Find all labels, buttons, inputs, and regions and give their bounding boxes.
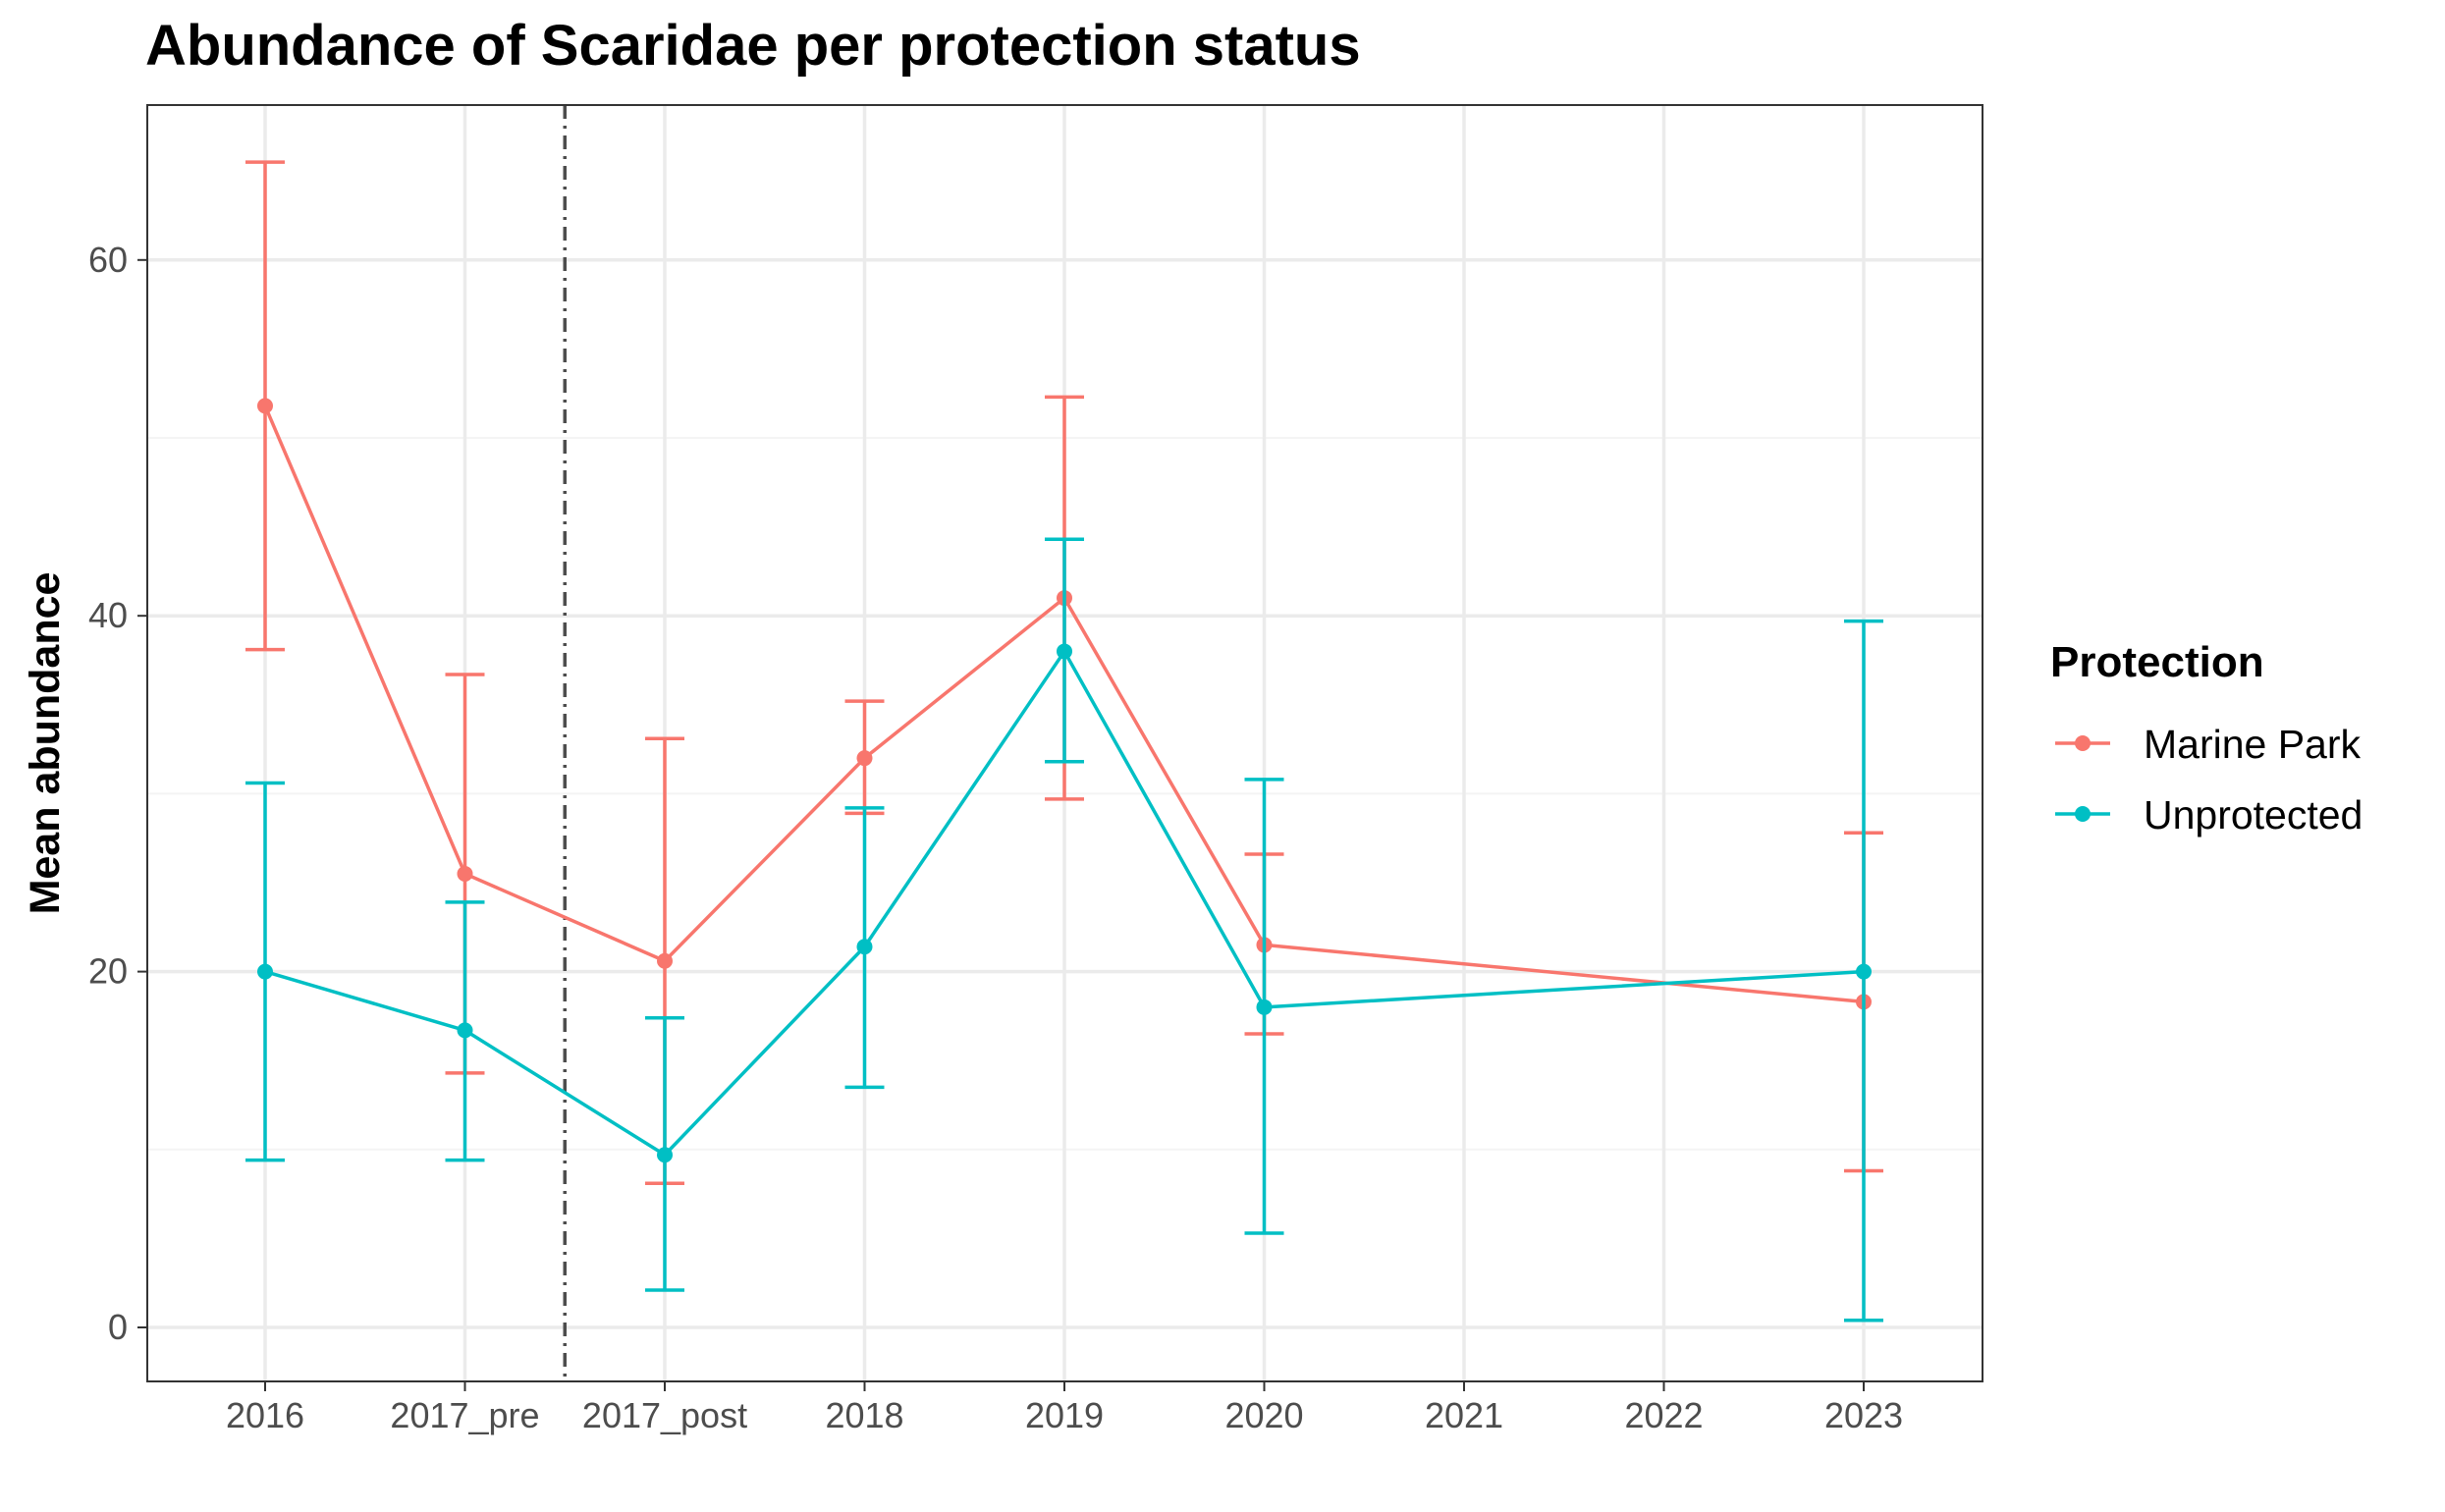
data-point <box>1856 963 1872 980</box>
x-tick-label: 2017_pre <box>390 1395 539 1435</box>
legend-key-point <box>2075 735 2091 751</box>
data-point <box>657 952 673 969</box>
y-tick-label: 0 <box>108 1307 128 1347</box>
data-point <box>856 750 873 767</box>
data-point <box>257 963 273 980</box>
y-tick-label: 60 <box>88 240 128 280</box>
y-tick-label: 40 <box>88 595 128 635</box>
data-point <box>1256 999 1273 1015</box>
legend-label: Unprotected <box>2144 792 2363 837</box>
x-tick-label: 2018 <box>825 1395 903 1435</box>
x-tick-label: 2017_post <box>582 1395 747 1435</box>
plot-panel <box>146 104 1983 1382</box>
legend-item: Marine Park <box>2055 722 2362 767</box>
x-axis: 2016 2017_pre 2017_post 2018 2019 2020 2021 202… <box>226 1381 1903 1435</box>
legend-item: Unprotected <box>2055 792 2363 837</box>
x-tick-label: 2019 <box>1025 1395 1104 1435</box>
data-point <box>1057 643 1072 660</box>
y-tick-label: 20 <box>88 951 128 992</box>
x-tick-label: 2016 <box>226 1395 304 1435</box>
x-tick-label: 2020 <box>1224 1395 1303 1435</box>
legend: Protection Marine Park Unprotected <box>2050 638 2363 837</box>
chart-title: Abundance of Scaridae per protection sta… <box>145 14 1361 78</box>
legend-key-point <box>2075 806 2091 822</box>
data-point <box>457 865 473 882</box>
x-tick-label: 2022 <box>1624 1395 1703 1435</box>
legend-title: Protection <box>2050 638 2264 686</box>
data-point <box>856 939 873 955</box>
data-point <box>257 398 273 414</box>
y-axis-title: Mean abundance <box>22 572 69 915</box>
series-group <box>245 537 1883 1323</box>
x-tick-label: 2023 <box>1824 1395 1903 1435</box>
series-layer <box>245 160 1883 1323</box>
y-axis: 0 20 40 60 <box>88 240 147 1347</box>
data-point <box>657 1147 673 1163</box>
x-tick-label: 2021 <box>1425 1395 1503 1435</box>
data-point <box>457 1022 473 1039</box>
legend-label: Marine Park <box>2144 722 2362 767</box>
legend-items: Marine Park Unprotected <box>2055 722 2363 837</box>
